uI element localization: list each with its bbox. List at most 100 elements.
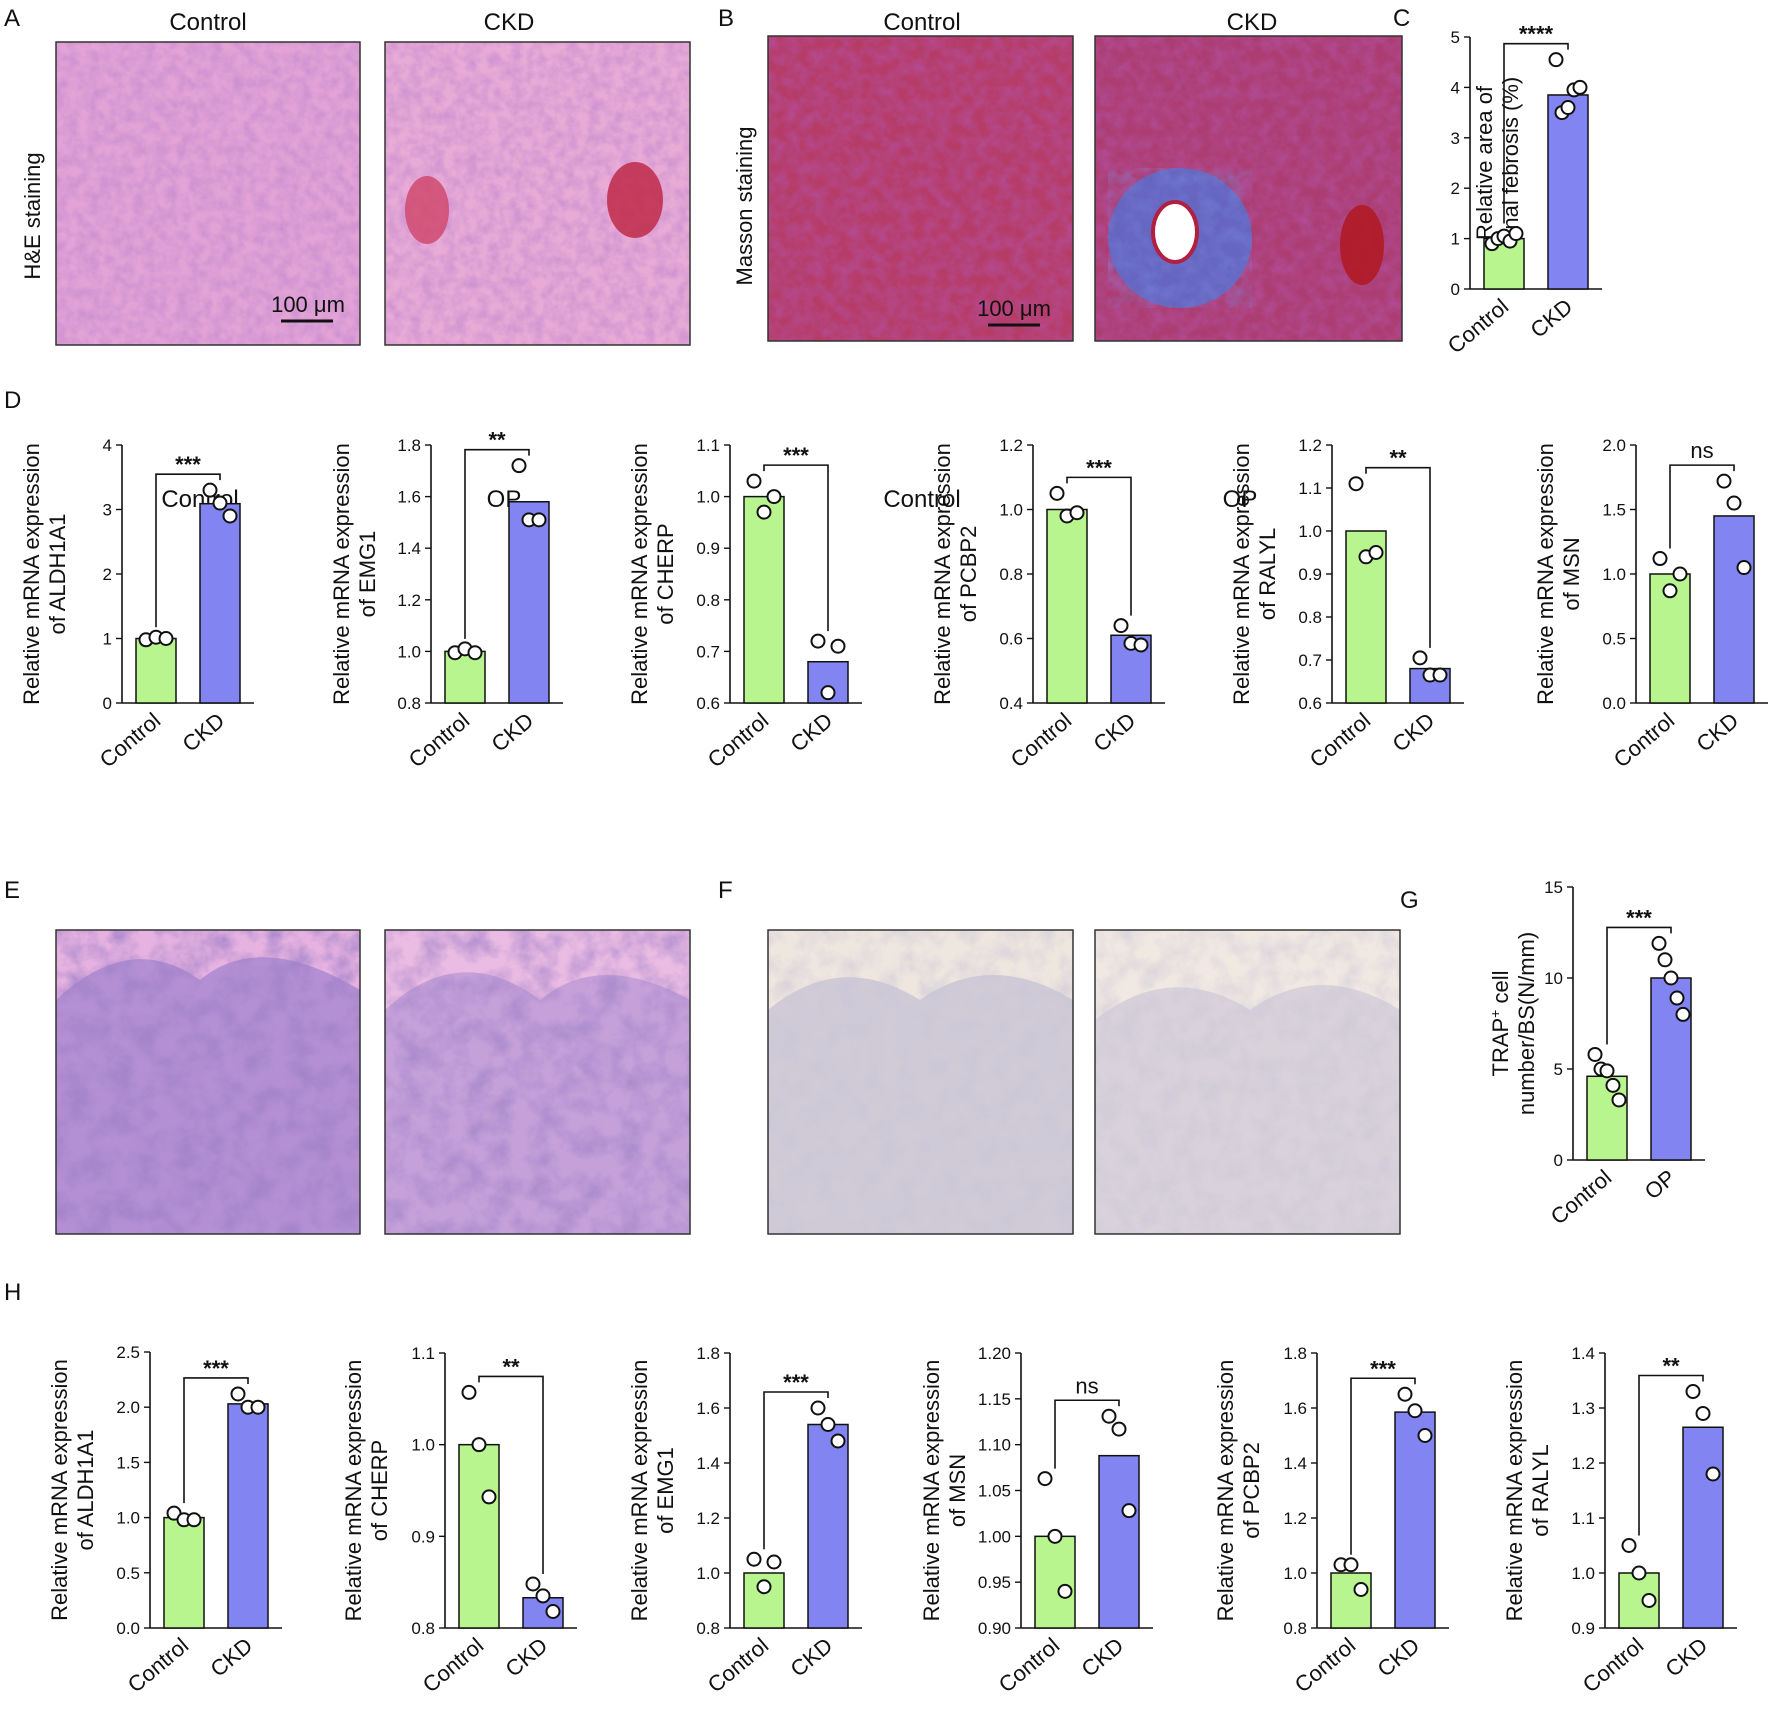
category-label: Control: [1609, 708, 1679, 773]
y-axis-label-line: Relative mRNA expression: [329, 443, 354, 705]
data-point: [1621, 1538, 1637, 1553]
data-point: [1432, 667, 1448, 683]
y-axis-label-line: Relative mRNA expression: [627, 443, 652, 705]
y-axis-label-line: Relative mRNA expression: [1502, 1360, 1527, 1622]
significance-bracket: [1054, 1399, 1120, 1469]
data-point: [1368, 545, 1384, 560]
masson-kidney-control-image: [767, 35, 1074, 342]
chart-d3: 0.6 0.7 0.8 0.9 1.0 1.1 Relative mRNA expressi…: [627, 436, 862, 772]
panel-b-title-ckd: CKD: [1227, 9, 1278, 36]
y-tick-label: 1.0: [1283, 1564, 1307, 1583]
category-label: Control: [703, 708, 773, 773]
data-point: [1672, 566, 1688, 582]
y-tick-label: 1.4: [696, 1454, 720, 1473]
data-point: [756, 1579, 772, 1595]
data-point: [1685, 1384, 1701, 1399]
significance-bracket: [155, 473, 221, 628]
significance-bracket: [1350, 1377, 1416, 1555]
data-point: [746, 473, 762, 489]
y-tick-label: 0.4: [999, 694, 1023, 713]
category-label: CKD: [1089, 708, 1141, 757]
data-point: [1675, 1006, 1691, 1022]
y-tick-label: 1.15: [978, 1390, 1011, 1409]
y-axis-label-line: of ALDH1A1: [45, 513, 70, 634]
bar-control: [1034, 1535, 1076, 1629]
bar-ckd: [1098, 1454, 1140, 1629]
panel-label-f: F: [718, 877, 733, 904]
panel-label-b: B: [718, 5, 734, 32]
panel-a-title-ckd: CKD: [484, 9, 535, 36]
he-kidney-control-image: [55, 41, 361, 346]
significance-label: **: [488, 428, 506, 453]
category-label: Control: [123, 1633, 193, 1698]
y-tick-label: 0.5: [1602, 630, 1626, 649]
panel-b-row-label: Masson staining: [732, 127, 757, 286]
chart-h4: 0.90 0.95 1.00 1.05 1.10 1.15 1.20 Relative mRN…: [919, 1344, 1153, 1697]
he-bone-op-image: [384, 929, 691, 1235]
data-point: [766, 489, 782, 505]
significance-label: **: [1389, 446, 1407, 471]
y-tick-label: 1.05: [978, 1482, 1011, 1501]
y-tick-label: 1.5: [116, 1453, 140, 1472]
y-tick-label: 0: [1554, 1151, 1563, 1170]
y-tick-label: 5: [1554, 1060, 1563, 1079]
y-tick-label: 2: [103, 565, 112, 584]
category-label: Control: [1546, 1165, 1616, 1230]
y-axis-label-line: Relative mRNA expression: [47, 1359, 72, 1621]
significance-bracket: [763, 1391, 829, 1550]
bar-control: [1046, 508, 1088, 704]
y-axis-label-line: Relative mRNA expression: [19, 443, 44, 705]
y-tick-label: 1.8: [1283, 1344, 1307, 1363]
panel-label-a: A: [4, 5, 20, 32]
y-tick-label: 0.9: [411, 1527, 435, 1546]
y-tick-label: 0.7: [1298, 651, 1322, 670]
chart-g: 0 5 10 15 TRAP+ cellnumber/BS(N/mm) *** Contro…: [1487, 878, 1705, 1229]
y-axis-label-line: Relative mRNA expression: [1533, 443, 1558, 705]
bar-ckd: [807, 1423, 849, 1629]
y-tick-label: 0.8: [999, 565, 1023, 584]
chart-d1: 0 1 2 3 4 Relative mRNA expressionof ALDH1A1 *…: [19, 436, 254, 772]
y-tick-label: 1.6: [397, 488, 421, 507]
y-axis-label-line: cell: [1488, 971, 1513, 1010]
panel-label-h: H: [4, 1279, 21, 1306]
data-point: [186, 1512, 202, 1528]
data-point: [1548, 52, 1564, 68]
data-point: [250, 1399, 266, 1415]
y-tick-label: 2.0: [116, 1398, 140, 1417]
data-point: [1508, 226, 1524, 242]
data-point: [756, 504, 772, 520]
scale-bar-b: 100 μm: [977, 296, 1051, 327]
significance-bracket: [1606, 926, 1672, 1045]
data-point: [1663, 970, 1679, 986]
y-tick-label: 0.9: [1298, 565, 1322, 584]
y-axis-label-line: TRAP: [1488, 1018, 1513, 1077]
y-axis-label: Relative mRNA expressionof MSN: [1533, 443, 1584, 705]
category-label: Control: [404, 708, 474, 773]
y-tick-label: 0: [103, 694, 112, 713]
data-point: [1652, 551, 1668, 567]
bar-ckd: [1394, 1411, 1436, 1629]
significance-label: ***: [175, 452, 201, 477]
he-bone-control-image: [55, 929, 361, 1235]
significance-bracket: [763, 464, 829, 632]
chart-d5: 0.6 0.7 0.8 0.9 1.0 1.1 1.2 Relative mRNA expre…: [1229, 436, 1464, 772]
category-label: Control: [1290, 1633, 1360, 1698]
y-axis-label: Relative mRNA expressionof PCBP2: [930, 443, 981, 705]
panel-label-d: D: [4, 387, 21, 414]
y-axis-label: Relative mRNA expressionof RALYL: [1229, 443, 1280, 705]
y-tick-label: 1.0: [1298, 522, 1322, 541]
category-label: CKD: [1692, 708, 1744, 757]
category-label: Control: [994, 1633, 1064, 1698]
bar-ckd: [508, 501, 550, 704]
y-axis-label-line: of RALYL: [1255, 528, 1280, 621]
bar-ckd: [199, 502, 241, 704]
category-label: CKD: [501, 1633, 553, 1682]
significance-label: ns: [1690, 438, 1713, 463]
data-point: [481, 1489, 497, 1505]
bar-ckd: [1713, 515, 1755, 704]
y-axis-label: TRAP+ cellnumber/BS(N/mm): [1487, 932, 1539, 1115]
panel-label-e: E: [4, 877, 20, 904]
data-point: [1353, 1582, 1369, 1597]
panel-label-c: C: [1393, 5, 1410, 32]
